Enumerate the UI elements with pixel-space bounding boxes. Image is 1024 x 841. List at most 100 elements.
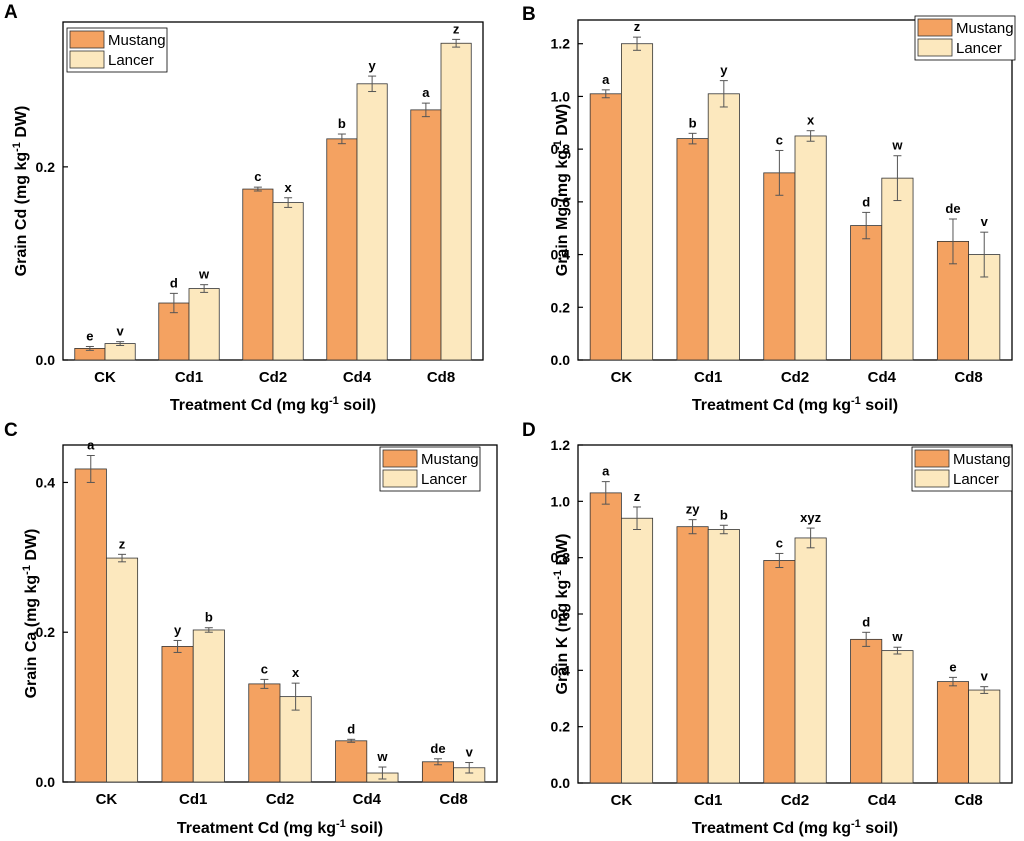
- bar-lancer: [440, 42, 472, 361]
- significance-label: d: [862, 614, 870, 629]
- significance-label: zy: [686, 502, 701, 517]
- significance-label: d: [862, 194, 870, 209]
- x-tick-label: Cd1: [694, 792, 722, 809]
- x-title-tail: soil): [861, 820, 898, 837]
- x-tick-label: Cd1: [179, 791, 207, 808]
- significance-label: a: [422, 85, 430, 100]
- y-axis-title: Grain K (mg kg-1 DW): [552, 534, 571, 695]
- legend-label-mustang: Mustang: [956, 20, 1014, 37]
- significance-label: c: [261, 661, 268, 676]
- significance-label: x: [807, 113, 815, 128]
- x-title-sup: -1: [851, 395, 861, 407]
- x-tick-label: Cd2: [266, 791, 294, 808]
- legend-label-mustang: Mustang: [108, 32, 166, 49]
- y-title-tail: DW): [13, 106, 30, 142]
- x-tick-label: Cd1: [175, 369, 203, 386]
- panel-C: C 0.0 0.2 0.4 CK a z Cd1 y b Cd2 c x Cd4 d w Cd8 de v Treat…: [4, 420, 498, 837]
- legend-swatch-lancer: [917, 38, 953, 57]
- x-title-main: Treatment Cd (mg kg: [177, 820, 336, 837]
- significance-label: c: [776, 535, 783, 550]
- bar-mustang: [326, 138, 358, 361]
- significance-label: y: [369, 58, 377, 73]
- significance-label: z: [119, 536, 126, 551]
- bar-mustang: [763, 172, 796, 361]
- significance-label: y: [174, 622, 182, 637]
- x-tick-label: Cd4: [353, 791, 382, 808]
- significance-label: w: [376, 749, 388, 764]
- bar-mustang: [74, 468, 107, 783]
- significance-label: xyz: [800, 510, 821, 525]
- y-tick-label: 0.2: [36, 159, 56, 175]
- significance-label: w: [891, 138, 903, 153]
- x-title-main: Treatment Cd (mg kg: [170, 397, 329, 414]
- panel-letter: A: [4, 2, 18, 23]
- y-axis-title: Grain Cd (mg kg-1 DW): [11, 106, 30, 277]
- y-title-sup: -1: [11, 142, 23, 152]
- significance-label: de: [430, 741, 445, 756]
- bar-mustang: [850, 638, 883, 784]
- y-tick-label: 0.2: [551, 299, 571, 315]
- x-title-tail: soil): [346, 820, 383, 837]
- y-tick-label: 0.6: [551, 194, 571, 210]
- x-tick-label: Cd2: [781, 369, 809, 386]
- legend-label-lancer: Lancer: [956, 40, 1002, 57]
- x-tick-label: Cd2: [259, 369, 287, 386]
- x-tick-label: Cd8: [427, 369, 455, 386]
- x-title-tail: soil): [861, 397, 898, 414]
- bar-lancer: [707, 529, 740, 784]
- y-title-tail: DW): [554, 534, 571, 570]
- bar-lancer: [356, 83, 388, 361]
- legend-label-lancer: Lancer: [421, 471, 467, 488]
- x-tick-label: Cd8: [954, 792, 982, 809]
- bar-lancer: [968, 689, 1001, 784]
- bar-mustang: [589, 492, 622, 784]
- y-tick-label: 0.4: [551, 662, 571, 678]
- significance-label: z: [634, 489, 641, 504]
- significance-label: x: [292, 665, 300, 680]
- y-tick-label: 1.2: [551, 437, 571, 453]
- bar-lancer: [621, 43, 654, 361]
- significance-label: w: [198, 267, 210, 282]
- y-tick-label: 1.2: [551, 36, 571, 52]
- x-tick-label: CK: [611, 369, 633, 386]
- legend: Mustang Lancer: [66, 27, 168, 73]
- y-tick-label: 0.4: [36, 474, 56, 490]
- legend-swatch-mustang: [914, 449, 950, 468]
- x-axis-title: Treatment Cd (mg kg-1 soil): [692, 818, 898, 837]
- legend-swatch-mustang: [69, 30, 105, 49]
- bar-mustang: [676, 526, 709, 784]
- x-title-main: Treatment Cd (mg kg: [692, 397, 851, 414]
- y-tick-label: 1.0: [551, 493, 571, 509]
- significance-label: b: [205, 610, 213, 625]
- y-title-sup: -1: [552, 140, 564, 150]
- legend: Mustang Lancer: [379, 446, 481, 492]
- y-tick-label: 0.0: [551, 352, 571, 368]
- bar-lancer: [794, 135, 827, 361]
- legend-label-lancer: Lancer: [953, 471, 999, 488]
- x-title-tail: soil): [339, 397, 376, 414]
- x-title-main: Treatment Cd (mg kg: [692, 820, 851, 837]
- x-tick-label: Cd1: [694, 369, 722, 386]
- significance-label: b: [338, 116, 346, 131]
- legend-swatch-lancer: [914, 469, 950, 488]
- bar-mustang: [763, 560, 796, 784]
- significance-label: y: [720, 63, 728, 78]
- y-title-tail: DW): [554, 104, 571, 140]
- y-tick-label: 0.2: [36, 624, 56, 640]
- significance-label: v: [981, 214, 989, 229]
- significance-label: a: [87, 437, 95, 452]
- legend: Mustang Lancer: [911, 446, 1013, 492]
- bar-lancer: [881, 650, 914, 784]
- y-tick-label: 0.4: [551, 247, 571, 263]
- significance-label: d: [347, 721, 355, 736]
- significance-label: a: [602, 464, 610, 479]
- bar-mustang: [161, 646, 194, 783]
- significance-label: b: [689, 115, 697, 130]
- significance-label: z: [453, 21, 460, 36]
- x-tick-label: Cd8: [439, 791, 467, 808]
- bar-mustang: [936, 681, 969, 784]
- x-axis-title: Treatment Cd (mg kg-1 soil): [170, 395, 376, 414]
- x-tick-label: CK: [611, 792, 633, 809]
- significance-label: c: [254, 169, 261, 184]
- y-tick-label: 0.2: [551, 719, 571, 735]
